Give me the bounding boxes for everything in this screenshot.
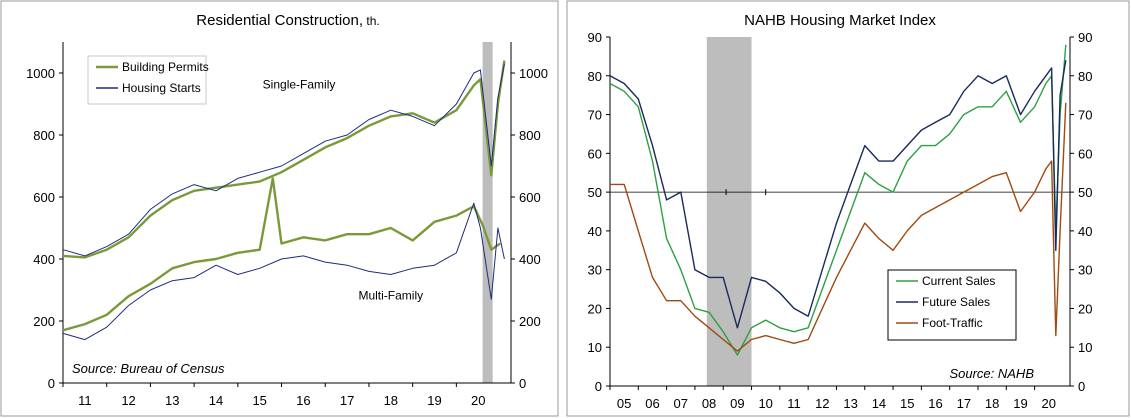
x-tick-label-17: 17 — [340, 393, 354, 408]
x-tick-label-16: 16 — [928, 396, 942, 411]
chart-title-text: Residential Construction, — [196, 12, 363, 29]
y-tick-label-right-0: 0 — [1078, 379, 1085, 394]
y-tick-label-left-400: 400 — [33, 252, 55, 267]
x-tick-label-18: 18 — [384, 393, 398, 408]
y-tick-label-right-50: 50 — [1078, 185, 1092, 200]
x-tick-label-09: 09 — [730, 396, 744, 411]
y-tick-label-left-90: 90 — [588, 30, 602, 45]
series-current-sales-line — [609, 44, 1067, 356]
y-tick-label-right-600: 600 — [519, 190, 541, 205]
y-tick-label-right-20: 20 — [1078, 301, 1092, 316]
x-tick-label-05: 05 — [617, 396, 631, 411]
y-tick-label-left-30: 30 — [588, 263, 602, 278]
y-tick-label-left-0: 0 — [48, 376, 55, 391]
legend-label-current-sales: Current Sales — [922, 274, 995, 288]
y-tick-label-left-80: 80 — [588, 69, 602, 84]
residential-construction-chart: 0 0 200 200 400 400 600 600 800 800 1000 1000 11 12 13… — [0, 0, 559, 417]
y-tick-label-left-0: 0 — [595, 379, 602, 394]
recession-band — [706, 37, 752, 386]
x-tick-label-16: 16 — [296, 393, 310, 408]
x-tick-label-13: 13 — [165, 393, 179, 408]
y-tick-label-right-800: 800 — [519, 128, 541, 143]
y-tick-label-right-400: 400 — [519, 252, 541, 267]
x-tick-label-20: 20 — [471, 393, 485, 408]
annotation-single-family: Single-Family — [263, 78, 336, 92]
legend-box — [87, 55, 207, 105]
series-future-sales-line — [609, 60, 1067, 329]
x-tick-label-19: 19 — [1013, 396, 1027, 411]
y-tick-label-left-40: 40 — [588, 224, 602, 239]
y-tick-label-left-200: 200 — [33, 314, 55, 329]
series-housing-starts-single-family-line — [62, 63, 505, 257]
chart-title: Residential Construction, th. — [196, 12, 379, 29]
annotation-multi-family: Multi-Family — [358, 288, 423, 302]
series-building-permits-multi-family-line — [62, 177, 501, 332]
recession-band — [482, 42, 493, 383]
y-tick-label-left-60: 60 — [588, 146, 602, 161]
chart-title-text: NAHB Housing Market Index — [744, 12, 936, 29]
y-tick-label-left-20: 20 — [588, 301, 602, 316]
series-building-permits-single-family-line — [62, 60, 506, 259]
nahb-housing-market-index-chart: 0 0 10 10 20 20 30 30 40 40 50 50 60 60 70 70 80 80 90 90 05… — [566, 0, 1130, 417]
y-tick-label-right-30: 30 — [1078, 263, 1092, 278]
series-foot-traffic-line — [610, 102, 1067, 352]
chart-title-unit: th. — [363, 14, 380, 28]
x-tick-label-07: 07 — [674, 396, 688, 411]
x-tick-label-13: 13 — [843, 396, 857, 411]
y-tick-label-right-60: 60 — [1078, 146, 1092, 161]
x-tick-label-11: 11 — [78, 393, 92, 408]
y-tick-label-right-80: 80 — [1078, 69, 1092, 84]
x-tick-label-14: 14 — [872, 396, 886, 411]
y-tick-label-right-0: 0 — [519, 376, 526, 391]
x-tick-label-12: 12 — [121, 393, 135, 408]
x-tick-label-15: 15 — [900, 396, 914, 411]
x-tick-label-15: 15 — [252, 393, 266, 408]
x-tick-label-18: 18 — [985, 396, 999, 411]
x-tick-label-12: 12 — [815, 396, 829, 411]
legend-label-housing-starts: Housing Starts — [122, 81, 201, 95]
y-tick-label-right-90: 90 — [1078, 30, 1092, 45]
source-note: Source: NAHB — [949, 366, 1034, 381]
y-tick-label-right-1000: 1000 — [519, 66, 548, 81]
y-tick-label-left-1000: 1000 — [26, 66, 55, 81]
x-tick-label-10: 10 — [758, 396, 772, 411]
source-note: Source: Bureau of Census — [72, 361, 225, 376]
chart-title: NAHB Housing Market Index — [744, 12, 936, 29]
x-tick-label-19: 19 — [427, 393, 441, 408]
y-tick-label-right-70: 70 — [1078, 108, 1092, 123]
y-tick-label-right-200: 200 — [519, 314, 541, 329]
series-housing-starts-multi-family-line — [62, 202, 505, 341]
legend-label-foot-traffic: Foot-Traffic — [922, 316, 983, 330]
y-tick-label-left-50: 50 — [588, 185, 602, 200]
y-tick-label-left-10: 10 — [588, 340, 602, 355]
y-tick-label-left-600: 600 — [33, 190, 55, 205]
x-tick-label-06: 06 — [645, 396, 659, 411]
x-tick-label-17: 17 — [957, 396, 971, 411]
legend-label-future-sales: Future Sales — [922, 295, 990, 309]
legend-label-building-permits: Building Permits — [122, 60, 209, 74]
y-tick-label-left-70: 70 — [588, 108, 602, 123]
y-tick-label-right-40: 40 — [1078, 224, 1092, 239]
y-tick-label-right-10: 10 — [1078, 340, 1092, 355]
x-tick-label-11: 11 — [787, 396, 801, 411]
y-tick-label-left-800: 800 — [33, 128, 55, 143]
x-tick-label-20: 20 — [1042, 396, 1056, 411]
x-tick-label-14: 14 — [209, 393, 223, 408]
x-tick-label-08: 08 — [702, 396, 716, 411]
